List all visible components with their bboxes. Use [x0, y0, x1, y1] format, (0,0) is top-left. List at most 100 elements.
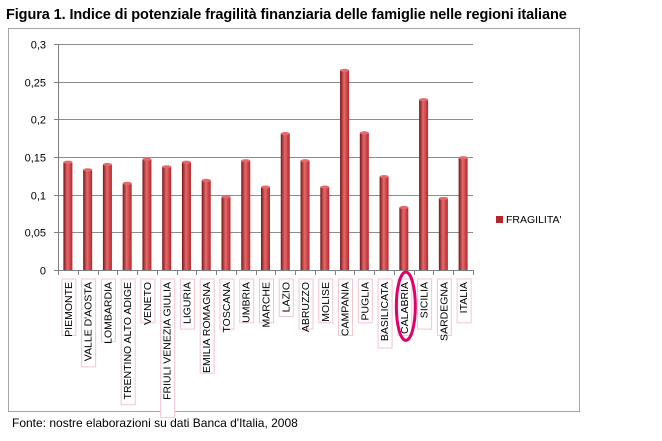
x-label-box: [100, 278, 116, 343]
bar-body: [359, 132, 369, 270]
calabria-highlight-circle: [394, 270, 417, 342]
bar-body: [419, 99, 429, 270]
x-label-box: [456, 278, 472, 324]
bar-lombardia: [102, 162, 112, 270]
bar-body: [102, 164, 112, 270]
bar-cap: [458, 156, 468, 160]
bars: [63, 68, 468, 270]
category-label: LIGURIA: [181, 282, 193, 324]
bar-body: [181, 162, 191, 270]
bar-calabria: [399, 205, 409, 270]
x-label-calabria: CALABRIA: [397, 278, 413, 336]
x-label-box: [357, 278, 373, 324]
bar-campania: [340, 68, 350, 270]
x-label-liguria: LIGURIA: [179, 278, 195, 330]
x-label-box: [318, 278, 334, 324]
x-label-umbria: UMBRIA: [239, 278, 255, 324]
x-label-friuli-venezia-giulia: FRIULI VENEZIA GIULIA: [160, 278, 176, 418]
y-tick-label: 0,05: [25, 228, 46, 240]
figure-title: Figura 1. Indice di potenziale fragilità…: [6, 7, 567, 23]
bar-body: [320, 187, 330, 270]
x-label-marche: MARCHE: [259, 278, 274, 328]
bar-liguria: [181, 160, 191, 270]
bar-trentino-alto-adige: [122, 181, 132, 270]
x-label-sicilia: SICILIA: [417, 278, 433, 330]
bar-body: [221, 196, 231, 270]
y-tick-label: 0,2: [31, 115, 46, 127]
bar-cap: [438, 196, 448, 201]
category-label: CALABRIA: [399, 282, 411, 334]
x-label-basilicata: BASILICATA: [377, 278, 393, 349]
bar-marche: [261, 185, 270, 270]
category-label: BASILICATA: [379, 282, 391, 341]
bar-body: [201, 180, 211, 270]
category-label: ABRUZZO: [300, 282, 312, 332]
category-label: MARCHE: [261, 282, 273, 328]
bar-cap: [261, 185, 270, 189]
bar-body: [300, 160, 310, 270]
category-label: TRENTINO ALTO ADIGE: [122, 282, 134, 399]
x-label-box: [278, 278, 294, 317]
bar-italia: [458, 156, 468, 270]
legend-label: FRAGILITA': [506, 214, 561, 226]
x-label-veneto: VENETO: [140, 278, 156, 325]
bar-abruzzo: [300, 159, 310, 270]
bar-body: [438, 198, 448, 270]
bar-cap: [399, 205, 409, 210]
y-tick-label: 0,25: [25, 78, 46, 90]
x-label-puglia: PUGLIA: [357, 278, 373, 324]
bar-cap: [379, 174, 389, 179]
x-label-emilia-romagna: EMILIA ROMAGNA: [199, 278, 215, 374]
x-label-box: [417, 278, 433, 330]
bar-piemonte: [63, 160, 73, 270]
category-label: PUGLIA: [359, 282, 371, 321]
category-label: TOSCANA: [221, 282, 233, 333]
bar-cap: [280, 132, 290, 136]
bar-umbria: [241, 159, 251, 270]
x-label-italia: ITALIA: [456, 278, 472, 324]
category-label: FRIULI VENEZIA GIULIA: [162, 282, 174, 400]
x-label-abruzzo: ABRUZZO: [298, 278, 314, 332]
bar-body: [340, 70, 350, 270]
bar-cap: [63, 160, 73, 164]
bar-lazio: [280, 132, 290, 270]
bar-cap: [300, 159, 310, 163]
category-label: LAZIO: [280, 282, 292, 312]
bar-toscana: [221, 195, 231, 270]
bar-body: [241, 160, 251, 270]
bar-basilicata: [379, 174, 389, 270]
category-label: CAMPANIA: [340, 282, 352, 336]
category-label: VALLE D'AOSTA: [83, 282, 95, 361]
bar-cap: [419, 98, 429, 102]
bar-cap: [83, 168, 93, 172]
bar-cap: [359, 131, 369, 135]
y-tick-label: 0,3: [31, 40, 46, 52]
bar-valle-d-aosta: [83, 168, 93, 270]
x-label-lazio: LAZIO: [278, 278, 294, 317]
x-label-box: [160, 278, 176, 418]
bar-cap: [320, 185, 330, 189]
x-label-sardegna: SARDEGNA: [436, 278, 452, 341]
y-tick-label: 0: [40, 266, 46, 278]
category-label: VENETO: [142, 282, 154, 325]
x-label-box: [239, 278, 255, 324]
bar-molise: [320, 185, 330, 270]
bar-cap: [201, 178, 211, 182]
bar-cap: [241, 159, 251, 163]
bar-body: [458, 157, 468, 270]
x-label-valle-d-aosta: VALLE D'AOSTA: [81, 278, 97, 368]
x-label-toscana: TOSCANA: [219, 278, 235, 333]
x-label-campania: CAMPANIA: [338, 278, 354, 336]
bar-cap: [221, 195, 231, 199]
bar-body: [280, 133, 290, 270]
bar-sardegna: [438, 196, 448, 270]
bar-body: [122, 183, 132, 270]
bar-cap: [142, 157, 152, 161]
bar-body: [379, 176, 389, 270]
x-label-box: [179, 278, 195, 330]
highlight-circle: [394, 270, 417, 342]
x-label-box: [120, 278, 136, 406]
bar-body: [83, 169, 93, 270]
bar-cap: [340, 68, 350, 72]
